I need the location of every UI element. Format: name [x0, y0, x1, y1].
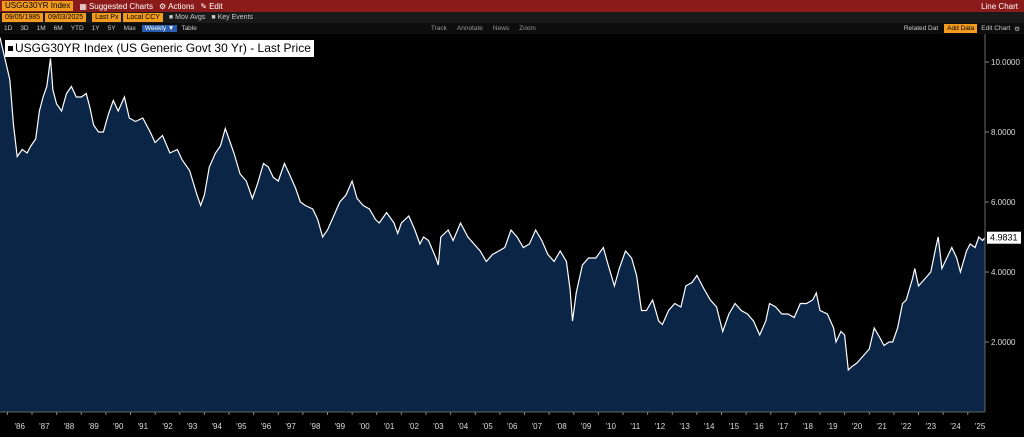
- frequency-select[interactable]: Weekly ▼: [141, 25, 178, 32]
- range-1d[interactable]: 1D: [4, 25, 13, 32]
- checkbox-icon: ■: [211, 14, 216, 21]
- x-tick-label: '07: [532, 422, 543, 431]
- actions-icon: ⚙: [158, 1, 167, 11]
- right-controls: Related Dat Add Data Edit Chart ⚙: [904, 24, 1020, 33]
- price-area: [0, 37, 985, 412]
- related-data-field[interactable]: Add Data: [944, 24, 978, 33]
- edit-label: Edit: [209, 1, 223, 11]
- x-tick-label: '86: [14, 422, 25, 431]
- chart-title-text: USGG30YR Index (US Generic Govt 30 Yr) -…: [15, 41, 311, 55]
- x-tick-label: '98: [310, 422, 321, 431]
- x-tick-label: '87: [39, 422, 50, 431]
- x-tick-label: '00: [359, 422, 370, 431]
- x-tick-label: '15: [729, 422, 740, 431]
- x-tick-label: '95: [236, 422, 247, 431]
- y-tick-label: 6.0000: [991, 198, 1016, 207]
- suggested-charts-menu[interactable]: ▦ Suggested Charts: [79, 2, 153, 11]
- x-tick-label: '92: [162, 422, 173, 431]
- x-tick-label: '01: [384, 422, 395, 431]
- y-tick-label: 4.0000: [991, 268, 1016, 277]
- range-1m[interactable]: 1M: [36, 25, 46, 32]
- range-bar: 1D 3D 1M 6M YTD 1Y 5Y Max Weekly ▼ Table…: [0, 23, 1024, 34]
- mov-avgs-label: Mov Avgs: [175, 14, 206, 21]
- checkbox-icon: ■: [168, 14, 174, 21]
- x-tick-label: '93: [187, 422, 198, 431]
- x-tick-label: '89: [88, 422, 99, 431]
- x-tick-label: '12: [655, 422, 666, 431]
- tool-zoom[interactable]: Zoom: [519, 25, 536, 32]
- price-chart[interactable]: 10.0000 8.0000 6.0000 4.0000 2.0000 '86 '87 '8…: [0, 34, 1024, 437]
- edit-menu[interactable]: ✎ Edit: [200, 2, 223, 11]
- x-tick-label: '08: [556, 422, 567, 431]
- range-1y[interactable]: 1Y: [91, 25, 100, 32]
- actions-label: Actions: [168, 1, 195, 11]
- key-events-label: Key Events: [217, 14, 254, 21]
- currency-select[interactable]: Local CCY: [123, 13, 163, 22]
- x-tick-label: '10: [605, 422, 616, 431]
- mov-avgs-toggle[interactable]: ■ Mov Avgs: [169, 14, 205, 21]
- range-5y[interactable]: 5Y: [107, 25, 116, 32]
- x-tick-label: '04: [458, 422, 469, 431]
- x-tick-label: '16: [753, 422, 764, 431]
- x-tick-label: '97: [285, 422, 296, 431]
- x-tick-label: '24: [950, 422, 961, 431]
- x-tick-label: '06: [507, 422, 518, 431]
- x-tick-label: '03: [433, 422, 444, 431]
- x-tick-label: '05: [482, 422, 493, 431]
- x-tick-label: '94: [211, 422, 222, 431]
- suggested-charts-label: Suggested Charts: [88, 1, 153, 11]
- x-tick-label: '90: [113, 422, 124, 431]
- range-6m[interactable]: 6M: [53, 25, 63, 32]
- tool-track[interactable]: Track: [430, 25, 447, 32]
- x-tick-label: '96: [261, 422, 272, 431]
- edit-chart-button[interactable]: Edit Chart: [981, 25, 1011, 32]
- last-value-marker: 4.9831: [987, 231, 1021, 244]
- x-tick-label: '13: [679, 422, 690, 431]
- x-tick-label: '11: [630, 422, 640, 431]
- y-tick-label: 10.0000: [991, 58, 1020, 67]
- x-tick-label: '99: [335, 422, 346, 431]
- top-toolbar: USGG30YR Index ▦ Suggested Charts ⚙ Acti…: [0, 0, 1024, 12]
- edit-icon: ✎: [200, 1, 208, 11]
- chart-title: USGG30YR Index (US Generic Govt 30 Yr) -…: [5, 40, 314, 57]
- x-tick-label: '25: [975, 422, 986, 431]
- range-ytd[interactable]: YTD: [70, 25, 84, 32]
- x-tick-label: '18: [802, 422, 813, 431]
- range-3d[interactable]: 3D: [20, 25, 29, 32]
- x-tick-label: '88: [64, 422, 75, 431]
- x-tick-label: '19: [827, 422, 838, 431]
- field-select[interactable]: Last Px: [92, 13, 122, 22]
- x-tick-label: '22: [901, 422, 912, 431]
- x-tick-label: '17: [778, 422, 789, 431]
- chart-icon: ▦: [79, 1, 87, 11]
- x-tick-label: '14: [704, 422, 715, 431]
- tools-group: Track Annotate News Zoom: [431, 25, 536, 32]
- x-tick-label: '20: [852, 422, 863, 431]
- related-data-label[interactable]: Related Dat: [903, 25, 939, 32]
- x-tick-label: '21: [876, 422, 887, 431]
- legend-swatch: [8, 46, 13, 52]
- price-line: [0, 37, 986, 372]
- start-date-field[interactable]: 09/05/1985: [2, 13, 44, 22]
- table-button[interactable]: Table: [181, 25, 197, 32]
- actions-menu[interactable]: ⚙ Actions: [159, 2, 194, 11]
- settings-icon[interactable]: ⚙: [1014, 25, 1020, 33]
- last-value-label: 4.9831: [990, 233, 1018, 243]
- chart-type-label[interactable]: Line Chart: [981, 1, 1018, 11]
- x-tick-label: '09: [581, 422, 592, 431]
- key-events-toggle[interactable]: ■ Key Events: [211, 14, 253, 21]
- y-tick-label: 8.0000: [991, 128, 1016, 137]
- tool-news[interactable]: News: [492, 25, 510, 32]
- end-date-field[interactable]: 09/03/2025: [45, 13, 87, 22]
- x-tick-label: '02: [408, 422, 419, 431]
- x-tick-label: '91: [138, 422, 149, 431]
- ticker-field[interactable]: USGG30YR Index: [2, 1, 74, 11]
- y-tick-label: 2.0000: [991, 338, 1016, 347]
- x-tick-label: '23: [926, 422, 937, 431]
- range-max[interactable]: Max: [123, 25, 136, 32]
- tool-annotate[interactable]: Annotate: [456, 25, 483, 32]
- controls-bar: 09/05/1985 09/03/2025 Last Px Local CCY …: [0, 12, 1024, 23]
